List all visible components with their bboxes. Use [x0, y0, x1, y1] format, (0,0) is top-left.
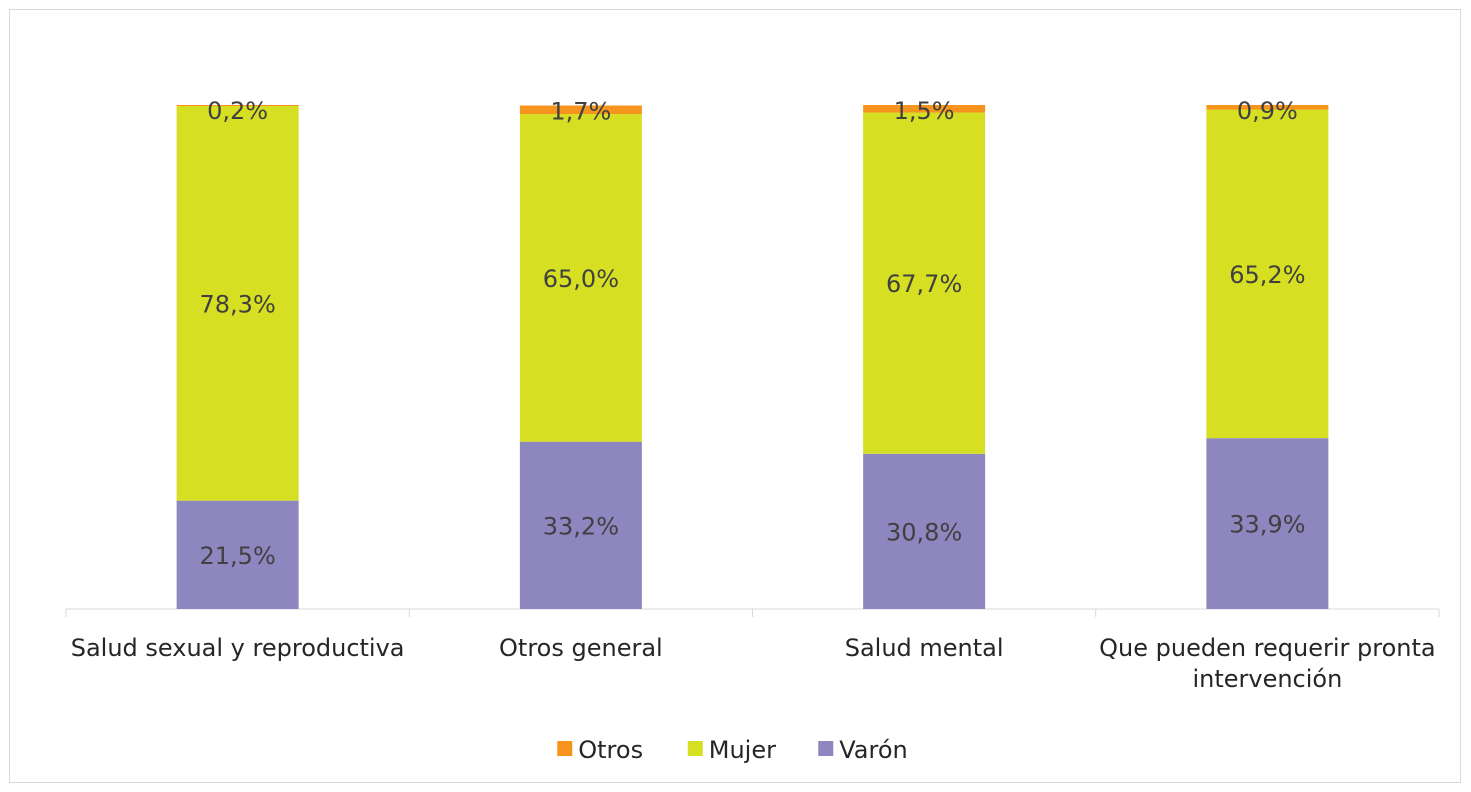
data-label: 33,2%: [543, 512, 619, 540]
bar-segment-var-n: [519, 441, 642, 609]
bar-segment-var-n: [863, 453, 986, 609]
legend-swatch-var-n: [818, 741, 834, 756]
data-label: 78,3%: [200, 290, 276, 318]
category-label: intervención: [1192, 665, 1342, 693]
bar-segment-mujer: [1206, 109, 1329, 439]
data-label: 0,9%: [1237, 97, 1298, 125]
bar-segment-mujer: [863, 112, 986, 454]
data-label: 65,2%: [1229, 261, 1305, 289]
bar-segment-otros: [863, 105, 986, 113]
data-label: 67,7%: [886, 270, 962, 298]
data-label: 65,0%: [543, 265, 619, 293]
data-label: 21,5%: [200, 542, 276, 570]
category-label: Salud mental: [845, 634, 1004, 662]
category-label: Salud sexual y reproductiva: [71, 634, 405, 662]
data-label: 0,2%: [207, 97, 268, 125]
legend-label: Varón: [839, 736, 908, 764]
bar-segment-otros: [519, 105, 642, 115]
bar-segment-mujer: [176, 106, 299, 501]
category-label: Que pueden requerir pronta: [1099, 634, 1435, 662]
legend-swatch-mujer: [687, 741, 703, 756]
bar-segment-var-n: [176, 500, 299, 609]
bar-segment-mujer: [519, 114, 642, 442]
legend-swatch-otros: [557, 741, 573, 756]
legend-label: Mujer: [709, 736, 776, 764]
bar-segment-otros: [1206, 105, 1329, 110]
bar-segment-otros: [176, 105, 299, 107]
bar-segment-var-n: [1206, 438, 1329, 609]
data-label: 1,7%: [550, 98, 611, 126]
category-label: Otros general: [499, 634, 663, 662]
data-label: 30,8%: [886, 518, 962, 546]
data-label: 1,5%: [894, 97, 955, 125]
data-label: 33,9%: [1229, 511, 1305, 539]
legend-label: Otros: [578, 736, 643, 764]
